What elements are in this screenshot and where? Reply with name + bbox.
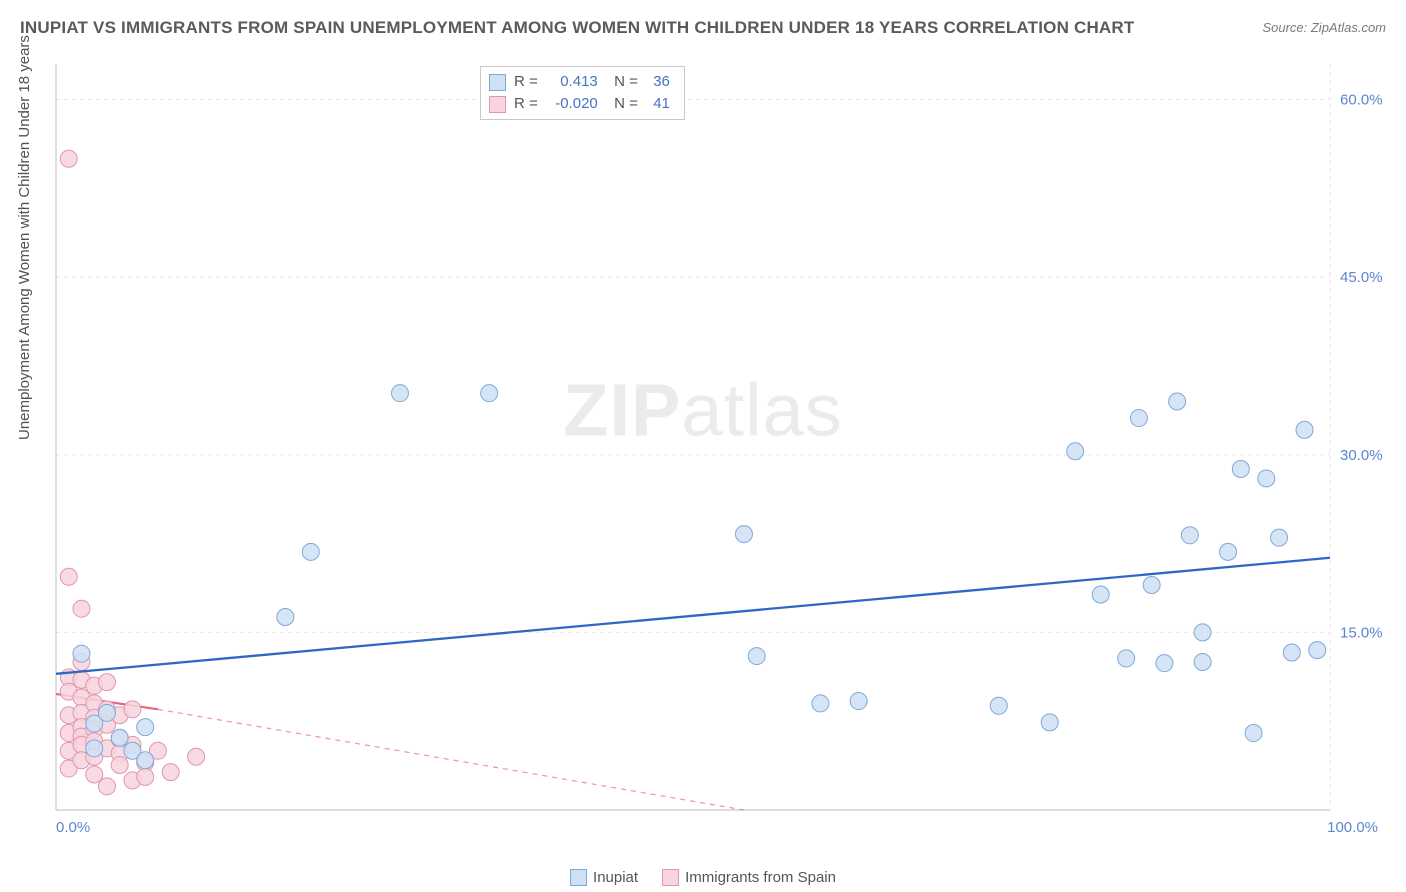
svg-text:100.0%: 100.0% bbox=[1327, 819, 1378, 836]
legend-swatch bbox=[662, 869, 679, 886]
chart-header: INUPIAT VS IMMIGRANTS FROM SPAIN UNEMPLO… bbox=[20, 18, 1386, 48]
stat-r-label: R = bbox=[514, 71, 538, 93]
stat-n-value: 36 bbox=[646, 71, 670, 93]
plot-area: 15.0% 30.0% 45.0% 60.0% 0.0% 100.0% bbox=[52, 60, 1388, 846]
stat-r-value: 0.413 bbox=[546, 71, 598, 93]
series-legend-label: Inupiat bbox=[593, 869, 638, 886]
legend-swatch bbox=[489, 96, 506, 113]
stat-r-label: R = bbox=[514, 93, 538, 115]
correlation-stats-legend: R = 0.413 N = 36 R = -0.020 N = 41 bbox=[480, 66, 685, 120]
scatter-plot-svg: 15.0% 30.0% 45.0% 60.0% 0.0% 100.0% bbox=[52, 60, 1388, 846]
stat-n-label: N = bbox=[606, 71, 638, 93]
legend-swatch bbox=[570, 869, 587, 886]
series-legend-item: Inupiat bbox=[570, 869, 638, 886]
stat-r-value: -0.020 bbox=[546, 93, 598, 115]
chart-title: INUPIAT VS IMMIGRANTS FROM SPAIN UNEMPLO… bbox=[20, 18, 1134, 37]
svg-text:0.0%: 0.0% bbox=[56, 819, 90, 836]
series-legend-label: Immigrants from Spain bbox=[685, 869, 836, 886]
y-axis-label: Unemployment Among Women with Children U… bbox=[16, 35, 33, 440]
stats-legend-row: R = 0.413 N = 36 bbox=[489, 71, 670, 93]
svg-text:30.0%: 30.0% bbox=[1340, 447, 1383, 464]
legend-swatch bbox=[489, 74, 506, 91]
svg-text:45.0%: 45.0% bbox=[1340, 269, 1383, 286]
svg-text:15.0%: 15.0% bbox=[1340, 624, 1383, 641]
svg-text:60.0%: 60.0% bbox=[1340, 92, 1383, 109]
stat-n-label: N = bbox=[606, 93, 638, 115]
stat-n-value: 41 bbox=[646, 93, 670, 115]
series-legend-item: Immigrants from Spain bbox=[662, 869, 836, 886]
chart-source: Source: ZipAtlas.com bbox=[1262, 20, 1386, 35]
series-legend: Inupiat Immigrants from Spain bbox=[570, 869, 836, 886]
stats-legend-row: R = -0.020 N = 41 bbox=[489, 93, 670, 115]
